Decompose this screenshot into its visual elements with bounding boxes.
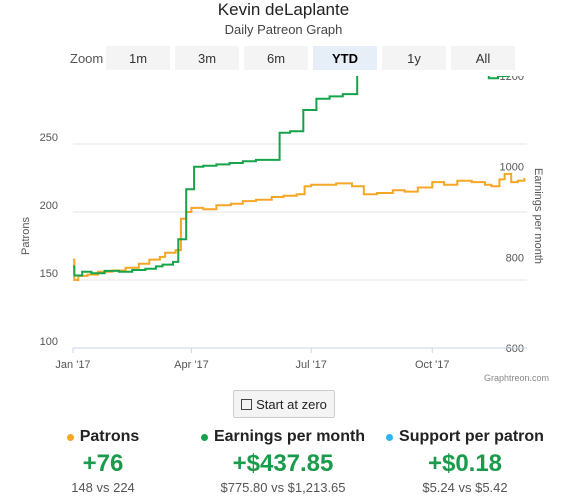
zoom-all-button[interactable]: All bbox=[451, 46, 515, 70]
stat-earnings-title: Earnings per month bbox=[213, 428, 366, 445]
zoom-ytd-button[interactable]: YTD bbox=[313, 46, 377, 70]
stat-support-value: +$0.18 bbox=[427, 450, 503, 477]
patrons-series-line[interactable] bbox=[73, 172, 526, 281]
y-right-tick-label: 800 bbox=[506, 252, 524, 264]
start-at-zero-button[interactable]: Start at zero bbox=[233, 390, 335, 418]
patreon-line-chart[interactable]: 100 150 200 250 600 800 1000 1200 Jan '17 Apr '17… bbox=[0, 76, 567, 386]
y-left-tick-label: 100 bbox=[40, 336, 58, 348]
zoom-bar: Zoom 1m 3m 6m YTD 1y All bbox=[70, 46, 520, 70]
earnings-dot-icon bbox=[200, 433, 208, 441]
chart-credit[interactable]: Graphtreon.com bbox=[484, 373, 549, 383]
y-left-tick-label: 200 bbox=[40, 200, 58, 212]
chart-axes: 100 150 200 250 600 800 1000 1200 Jan '17 Apr '17… bbox=[40, 76, 527, 371]
stat-earnings-value: +$437.85 bbox=[232, 450, 334, 477]
zoom-3m-button[interactable]: 3m bbox=[175, 46, 239, 70]
y-axis-right-title: Earnings per month bbox=[532, 168, 544, 264]
stat-earnings-compare: $775.80 vs $1,213.65 bbox=[220, 480, 346, 495]
y-axis-left-title: Patrons bbox=[20, 217, 32, 255]
y-right-tick-label: 1200 bbox=[500, 76, 524, 83]
chart-grid bbox=[73, 143, 527, 349]
stat-earnings: Earnings per month +$437.85 $775.80 vs $… bbox=[188, 428, 378, 495]
y-right-tick-label: 600 bbox=[506, 343, 524, 355]
x-tick-label: Apr '17 bbox=[174, 359, 209, 371]
zoom-label: Zoom bbox=[70, 50, 104, 66]
zoom-1m-button[interactable]: 1m bbox=[106, 46, 170, 70]
x-tick-label: Jan '17 bbox=[55, 359, 90, 371]
x-tick-label: Jul '17 bbox=[295, 359, 326, 371]
stats-panel: Patrons +76 148 vs 224 Earnings per mont… bbox=[0, 428, 567, 500]
earnings-series-line[interactable] bbox=[73, 76, 524, 277]
stat-patrons-title: Patrons bbox=[79, 428, 140, 445]
stat-support-compare: $5.24 vs $5.42 bbox=[422, 480, 508, 495]
y-left-tick-label: 150 bbox=[40, 268, 58, 280]
stat-support-title: Support per patron bbox=[399, 428, 544, 445]
y-right-tick-label: 1000 bbox=[500, 162, 524, 174]
zoom-6m-button[interactable]: 6m bbox=[244, 46, 308, 70]
stat-patrons: Patrons +76 148 vs 224 bbox=[8, 428, 198, 495]
stat-patrons-value: +76 bbox=[82, 450, 124, 477]
stat-patrons-compare: 148 vs 224 bbox=[71, 480, 135, 495]
stat-support: Support per patron +$0.18 $5.24 vs $5.42 bbox=[370, 428, 560, 495]
chart-subtitle: Daily Patreon Graph bbox=[224, 22, 343, 37]
x-tick-label: Oct '17 bbox=[415, 359, 450, 371]
support-dot-icon bbox=[386, 433, 394, 441]
start-at-zero-label: Start at zero bbox=[256, 396, 327, 412]
y-left-tick-label: 250 bbox=[40, 132, 58, 144]
chart-title: Kevin deLaplante bbox=[217, 0, 350, 19]
checkbox-icon[interactable] bbox=[241, 398, 253, 410]
chart-series bbox=[73, 76, 526, 281]
patrons-dot-icon bbox=[66, 433, 74, 441]
zoom-1y-button[interactable]: 1y bbox=[382, 46, 446, 70]
